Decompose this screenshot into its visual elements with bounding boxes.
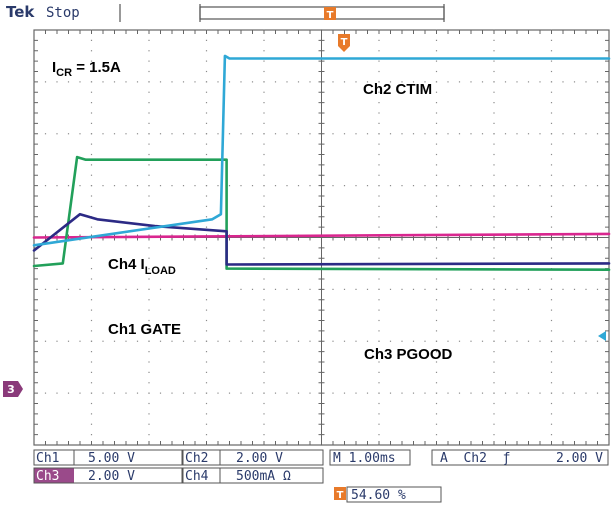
trigger-readout: A Ch2 ƒ — [440, 451, 510, 466]
ch1-name: Ch1 — [36, 451, 59, 466]
svg-text:3: 3 — [7, 383, 15, 396]
trace-ch3-pgood — [32, 232, 611, 239]
trigger-box — [431, 449, 609, 466]
svg-text:T: T — [341, 37, 348, 48]
trigger-level: 2.00 V — [556, 451, 603, 466]
timebase-box — [329, 449, 411, 466]
ch3-scale: 2.00 V — [88, 469, 135, 484]
trace-ch2-ctim — [32, 54, 611, 247]
current-annotation: ICR = 1.5A — [52, 59, 121, 79]
trigger-percent-icon: T — [334, 487, 346, 501]
center-axis-ticks — [33, 29, 610, 446]
ch3-name-highlight — [34, 468, 74, 483]
ch1-scale: 5.00 V — [88, 451, 135, 466]
run-state: Stop — [46, 5, 80, 21]
ch2-scale: 2.00 V — [236, 451, 283, 466]
trigger-position-icon: T — [324, 7, 336, 21]
ch2-scale-box — [182, 449, 324, 466]
ch3-ground-marker-icon: 3 — [3, 381, 23, 397]
ch4-scale: 500mA Ω — [236, 469, 291, 484]
timebase-readout: M 1.00ms — [333, 451, 396, 466]
label-ch2-ctim: Ch2 CTIM — [363, 81, 432, 98]
ch3-name: Ch3 — [36, 469, 59, 484]
status-bar: Tek Stop T — [6, 3, 445, 22]
trigger-marker-icon: T — [338, 34, 350, 52]
readout-panel: Ch1 5.00 V Ch2 2.00 V M 1.00ms A Ch2 ƒ 2… — [33, 449, 609, 503]
ch3-scale-box — [33, 467, 183, 484]
waveform-traces — [32, 54, 611, 272]
label-ch1-gate: Ch1 GATE — [108, 321, 181, 338]
record-window-bar — [199, 6, 445, 20]
label-ch4-iload: Ch4 ILOAD — [108, 256, 176, 277]
trace-ch4-iload — [32, 155, 611, 272]
ch1-scale-box — [33, 449, 183, 466]
brand-logo: Tek — [6, 3, 35, 21]
trace-ch1-gate — [32, 212, 611, 266]
svg-text:T: T — [337, 490, 344, 501]
graticule — [33, 29, 610, 446]
trigger-level-arrow-icon — [598, 331, 606, 341]
ch4-scale-box — [182, 467, 324, 484]
trigger-percent: 54.60 % — [351, 488, 406, 503]
svg-text:T: T — [327, 10, 334, 21]
ch2-name: Ch2 — [185, 451, 208, 466]
label-ch3-pgood: Ch3 PGOOD — [364, 346, 453, 363]
ch4-name: Ch4 — [185, 469, 209, 484]
trigger-percent-box — [346, 486, 442, 503]
